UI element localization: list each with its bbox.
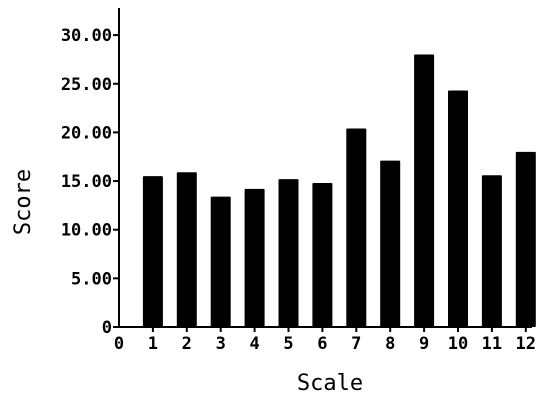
x-tick-label-2: 2 xyxy=(182,334,192,354)
bar-1 xyxy=(142,176,163,327)
y-tick-label: 0 xyxy=(102,318,112,338)
bar-8 xyxy=(380,160,401,327)
x-tick-label-11: 11 xyxy=(482,334,502,354)
y-tick-label: 20.00 xyxy=(61,123,112,143)
x-tick-label-5: 5 xyxy=(283,334,293,354)
x-tick-label-4: 4 xyxy=(249,334,259,354)
x-tick-label-12: 12 xyxy=(516,334,536,354)
bar-10 xyxy=(448,90,468,327)
bar-3 xyxy=(210,196,231,327)
bar-7 xyxy=(346,128,367,327)
bar-9 xyxy=(414,54,435,328)
bar-6 xyxy=(312,182,333,327)
x-tick-label-10: 10 xyxy=(448,334,468,354)
y-axis-title: Score xyxy=(11,169,36,235)
y-axis-ticks: 0 5.00 10.00 15.00 20.00 25.00 30.00 xyxy=(61,26,119,338)
x-tick-label-8: 8 xyxy=(385,334,395,354)
x-tick-label-9: 9 xyxy=(419,334,429,354)
y-tick-label: 25.00 xyxy=(61,75,112,95)
x-origin-tick-label: 0 xyxy=(114,334,124,354)
bar-11 xyxy=(481,175,502,327)
bar-2 xyxy=(176,172,197,327)
x-tick-label-7: 7 xyxy=(351,334,361,354)
y-tick-label: 30.00 xyxy=(61,26,112,46)
y-tick-label: 5.00 xyxy=(71,269,112,289)
x-tick-label-1: 1 xyxy=(148,334,158,354)
plot-area xyxy=(142,54,536,328)
x-tick-label-6: 6 xyxy=(317,334,327,354)
bar-5 xyxy=(278,179,299,327)
y-tick-label: 10.00 xyxy=(61,221,112,241)
x-tick-label-3: 3 xyxy=(216,334,226,354)
bar-4 xyxy=(244,188,265,327)
x-axis-title: Scale xyxy=(297,371,363,396)
y-tick-label: 15.00 xyxy=(61,172,112,192)
x-axis-ticks: 1 2 3 4 5 6 7 8 9 10 11 12 xyxy=(148,327,536,354)
bar-12 xyxy=(515,151,536,327)
